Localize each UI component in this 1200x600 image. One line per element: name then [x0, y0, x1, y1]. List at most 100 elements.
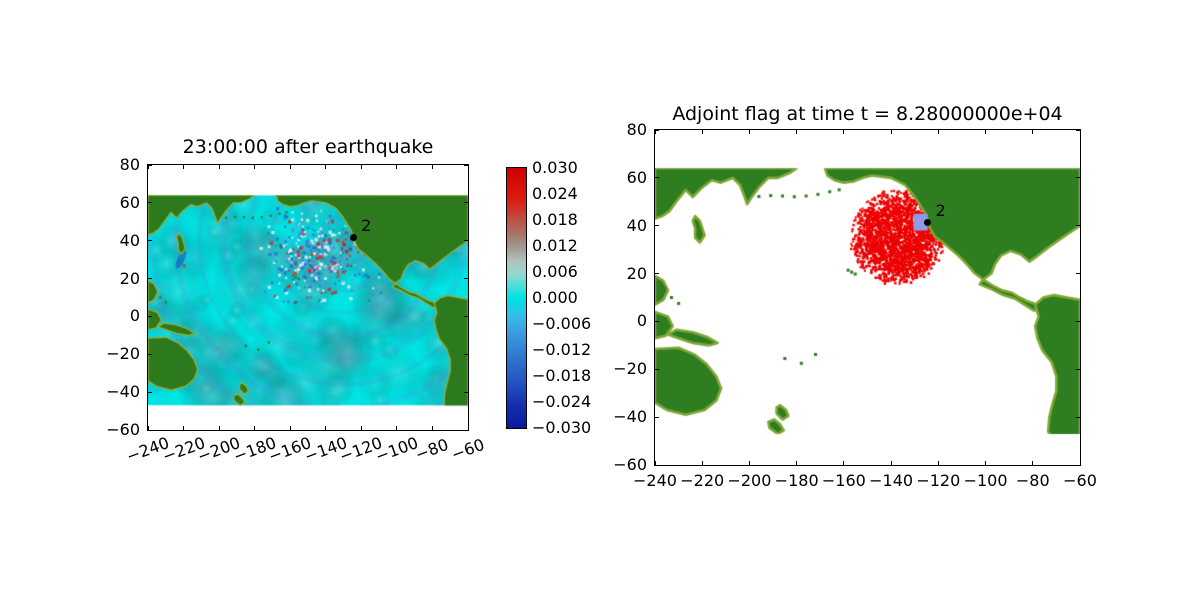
x-tick-mark: [218, 426, 220, 430]
y-tick-label: 80: [626, 120, 647, 139]
colorbar-tick-label: −0.012: [532, 340, 592, 359]
colorbar-tick-label: −0.024: [532, 392, 592, 411]
y-tick-label: 0: [129, 306, 140, 326]
x-tick-mark: [654, 130, 656, 134]
y-tick-mark: [464, 240, 468, 242]
x-tick-mark: [325, 426, 327, 430]
surface-plot-title: 23:00:00 after earthquake: [182, 136, 434, 158]
y-tick-mark: [655, 177, 659, 179]
y-tick-label: 20: [626, 263, 647, 283]
x-tick-label: −200: [727, 471, 772, 490]
x-tick-label: −220: [680, 471, 725, 490]
x-tick-mark: [937, 461, 939, 465]
x-tick-mark: [325, 165, 327, 169]
y-tick-label: 40: [626, 215, 647, 235]
x-tick-mark: [654, 461, 656, 465]
colorbar-tick-label: 0.006: [532, 262, 578, 281]
colorbar-tick-label: 0.000: [532, 288, 578, 307]
y-tick-label: 80: [119, 155, 140, 174]
x-tick-mark: [289, 426, 291, 430]
y-tick-mark: [1076, 320, 1080, 322]
x-tick-mark: [360, 426, 362, 430]
y-tick-mark: [464, 353, 468, 355]
y-tick-label: −40: [613, 407, 647, 427]
y-tick-label: −60: [106, 420, 140, 439]
y-tick-mark: [148, 391, 152, 393]
adjoint-plot-axes: [654, 129, 1081, 466]
y-tick-mark: [655, 129, 659, 131]
x-tick-mark: [890, 461, 892, 465]
x-tick-mark: [218, 165, 220, 169]
colorbar-tick-label: 0.018: [532, 210, 578, 229]
x-tick-label: −240: [633, 471, 677, 490]
colorbar-tick-label: −0.030: [532, 418, 592, 437]
x-tick-mark: [147, 165, 149, 169]
gauge-marker-label: 2: [361, 216, 372, 236]
y-tick-mark: [148, 202, 152, 204]
colorbar-tick-label: −0.018: [532, 366, 592, 385]
gauge-marker-dot: [923, 218, 931, 226]
x-tick-label: −140: [869, 471, 914, 490]
x-tick-mark: [467, 426, 469, 430]
x-tick-mark: [147, 426, 149, 430]
y-tick-mark: [655, 320, 659, 322]
y-tick-mark: [148, 429, 152, 431]
y-tick-mark: [1076, 177, 1080, 179]
y-tick-label: −60: [613, 455, 647, 474]
y-tick-mark: [1076, 225, 1080, 227]
x-tick-mark: [1079, 461, 1081, 465]
y-tick-mark: [655, 225, 659, 227]
y-tick-label: −40: [106, 382, 140, 402]
x-tick-mark: [396, 165, 398, 169]
y-tick-mark: [464, 164, 468, 166]
surface-map-canvas: [148, 165, 468, 430]
y-tick-label: 60: [626, 167, 647, 187]
x-tick-label: −180: [774, 471, 819, 490]
x-tick-mark: [937, 130, 939, 134]
x-tick-mark: [289, 165, 291, 169]
x-tick-mark: [985, 130, 987, 134]
x-tick-label: −120: [916, 471, 961, 490]
x-tick-label: −100: [963, 471, 1008, 490]
x-tick-label: −60: [1063, 471, 1097, 490]
y-tick-mark: [1076, 416, 1080, 418]
x-tick-mark: [431, 165, 433, 169]
y-tick-label: −20: [613, 359, 647, 379]
y-tick-mark: [148, 353, 152, 355]
y-tick-label: 40: [119, 230, 140, 250]
x-tick-mark: [360, 165, 362, 169]
y-tick-mark: [1076, 464, 1080, 466]
colorbar-tick-label: 0.012: [532, 236, 578, 255]
adjoint-map-canvas: [655, 130, 1080, 465]
y-tick-mark: [148, 240, 152, 242]
colorbar: [506, 167, 527, 429]
x-tick-mark: [254, 165, 256, 169]
y-tick-mark: [1076, 129, 1080, 131]
x-tick-mark: [1032, 461, 1034, 465]
adjoint-plot-title: Adjoint flag at time t = 8.28000000e+04: [672, 103, 1063, 125]
y-tick-mark: [655, 368, 659, 370]
y-tick-mark: [464, 391, 468, 393]
x-tick-mark: [183, 426, 185, 430]
x-tick-mark: [843, 461, 845, 465]
y-tick-mark: [464, 429, 468, 431]
x-tick-label: −160: [821, 471, 866, 490]
colorbar-tick-label: −0.006: [532, 314, 592, 333]
x-tick-mark: [796, 461, 798, 465]
y-tick-label: 0: [636, 311, 647, 331]
x-tick-mark: [1079, 130, 1081, 134]
x-tick-mark: [748, 130, 750, 134]
x-tick-mark: [890, 130, 892, 134]
y-tick-mark: [464, 278, 468, 280]
y-tick-mark: [1076, 273, 1080, 275]
x-tick-mark: [985, 461, 987, 465]
gauge-marker-dot: [349, 233, 357, 241]
x-tick-mark: [431, 426, 433, 430]
y-tick-label: 60: [119, 192, 140, 212]
x-tick-mark: [396, 426, 398, 430]
y-tick-mark: [464, 315, 468, 317]
x-tick-mark: [467, 165, 469, 169]
colorbar-tick-label: 0.030: [532, 158, 578, 177]
colorbar-tick-label: 0.024: [532, 184, 578, 203]
